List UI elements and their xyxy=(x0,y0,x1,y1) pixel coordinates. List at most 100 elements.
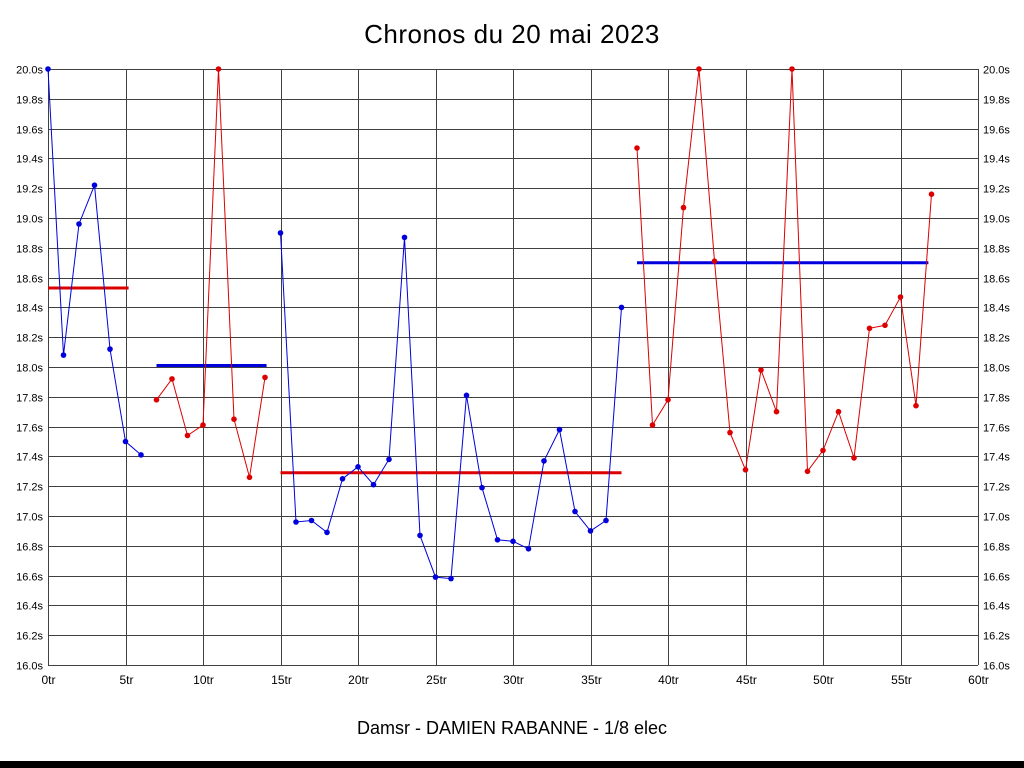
run-4-data-point xyxy=(634,145,640,151)
run-3-data-point xyxy=(355,464,361,470)
run-2-data-point xyxy=(262,374,268,381)
run-4-data-point xyxy=(711,258,718,265)
run-3-data-point xyxy=(432,574,439,580)
y-axis-label-right: 16.6s xyxy=(983,572,1010,584)
run-4-data-point xyxy=(804,468,811,475)
run-2-data-point xyxy=(169,376,175,382)
run-4-data-point xyxy=(727,429,733,436)
run-3-data-point xyxy=(293,519,299,525)
run-2-data-point xyxy=(215,66,222,72)
y-axis-label-right: 18.4s xyxy=(983,303,1010,315)
y-axis-label-right: 17.8s xyxy=(983,393,1010,405)
y-axis-label-right: 18.0s xyxy=(983,363,1010,375)
y-axis-label-right: 17.0s xyxy=(983,512,1010,524)
run-3-data-point xyxy=(525,546,532,552)
run-3-data-point xyxy=(541,458,547,464)
y-axis-label-right: 19.0s xyxy=(983,214,1010,226)
page-title: Chronos du 20 mai 2023 xyxy=(364,19,660,49)
x-axis-label: 10tr xyxy=(193,673,214,687)
run-4-data-point xyxy=(742,467,749,473)
y-axis-label-right: 20.0s xyxy=(983,65,1010,77)
run-4-data-point xyxy=(696,66,702,72)
y-axis-label-left: 16.2s xyxy=(16,631,43,643)
x-axis-label: 0tr xyxy=(41,673,55,687)
run-3-data-point xyxy=(386,456,392,463)
y-axis-label-left: 18.6s xyxy=(16,274,43,286)
run-1-data-point xyxy=(91,182,98,188)
run-3-data-point xyxy=(417,532,423,539)
run-3-data-point xyxy=(448,575,454,582)
run-3-data-point xyxy=(339,476,346,482)
y-axis-label-left: 18.2s xyxy=(16,333,43,345)
x-axis-label: 20tr xyxy=(348,673,369,687)
y-axis-label-left: 18.8s xyxy=(16,244,43,256)
y-axis-label-right: 18.2s xyxy=(983,333,1010,345)
run-3-data-point xyxy=(510,538,516,545)
run-1-data-point xyxy=(138,452,144,458)
run-4-data-point xyxy=(758,367,764,373)
y-axis-label-right: 16.8s xyxy=(983,542,1010,554)
run-3-data-point xyxy=(308,517,315,524)
y-axis-label-left: 16.4s xyxy=(16,601,43,613)
run-4-data-point xyxy=(928,191,935,197)
driver-caption: Damsr - DAMIEN RABANNE - 1/8 elec xyxy=(356,718,668,738)
y-axis-label-right: 16.0s xyxy=(983,661,1010,673)
run-4-data-point xyxy=(773,408,780,415)
run-4-data-point xyxy=(680,204,687,211)
y-axis-label-right: 19.8s xyxy=(983,95,1010,107)
run-2-data-point xyxy=(184,432,191,439)
run-3-data-point xyxy=(277,230,284,236)
run-3-data-point xyxy=(463,392,470,399)
y-axis-label-right: 17.6s xyxy=(983,423,1010,435)
y-axis-label-left: 19.6s xyxy=(16,125,43,137)
run-4-data-point xyxy=(649,422,656,428)
run-3-data-point xyxy=(572,508,578,515)
x-axis-label: 55tr xyxy=(891,673,912,687)
bottom-border xyxy=(0,761,1024,768)
y-axis-label-right: 18.6s xyxy=(983,274,1010,286)
y-axis-label-left: 16.8s xyxy=(16,542,43,554)
run-4-data-point xyxy=(851,455,857,461)
run-4-data-point xyxy=(866,325,873,332)
run-3-data-point xyxy=(587,528,594,534)
run-4-data-point xyxy=(897,294,904,300)
run-3-data-point xyxy=(494,537,501,543)
run-1-data-point xyxy=(60,352,67,358)
y-axis-label-left: 17.2s xyxy=(16,482,43,494)
x-axis-label: 45tr xyxy=(736,673,757,687)
y-axis-label-right: 17.2s xyxy=(983,482,1010,494)
run-3-data-point xyxy=(479,484,485,491)
y-axis-label-right: 16.4s xyxy=(983,601,1010,613)
y-axis-label-left: 19.4s xyxy=(16,154,43,166)
y-axis-label-left: 17.4s xyxy=(16,452,43,464)
y-axis-label-left: 17.8s xyxy=(16,393,43,405)
run-2-data-point xyxy=(153,397,160,403)
y-axis-label-left: 16.0s xyxy=(16,661,43,673)
run-4-data-point xyxy=(835,408,842,415)
run-3-data-point xyxy=(401,234,408,241)
x-axis-label: 15tr xyxy=(271,673,292,687)
x-axis-label: 25tr xyxy=(426,673,447,687)
run-3-data-point xyxy=(556,426,563,433)
run-1-data-point xyxy=(107,346,113,352)
x-axis-label: 35tr xyxy=(581,673,602,687)
y-axis-label-left: 20.0s xyxy=(16,65,43,77)
y-axis-label-right: 18.8s xyxy=(983,244,1010,256)
run-2-line xyxy=(156,68,266,478)
y-axis-label-right: 19.2s xyxy=(983,184,1010,196)
x-axis-label: 40tr xyxy=(658,673,679,687)
y-axis-label-left: 19.8s xyxy=(16,95,43,107)
run-1-data-point xyxy=(122,438,129,445)
y-axis-label-right: 19.6s xyxy=(983,125,1010,137)
run-3-line xyxy=(280,232,622,580)
run-4-data-point xyxy=(789,66,795,72)
x-axis-label: 60tr xyxy=(968,673,989,687)
y-axis-label-left: 18.4s xyxy=(16,303,43,315)
run-4-data-point xyxy=(820,447,826,454)
run-3-data-point xyxy=(370,481,377,488)
run-4-data-point xyxy=(882,322,888,329)
y-axis-label-left: 19.2s xyxy=(16,184,43,196)
x-axis-label: 5tr xyxy=(119,673,133,687)
